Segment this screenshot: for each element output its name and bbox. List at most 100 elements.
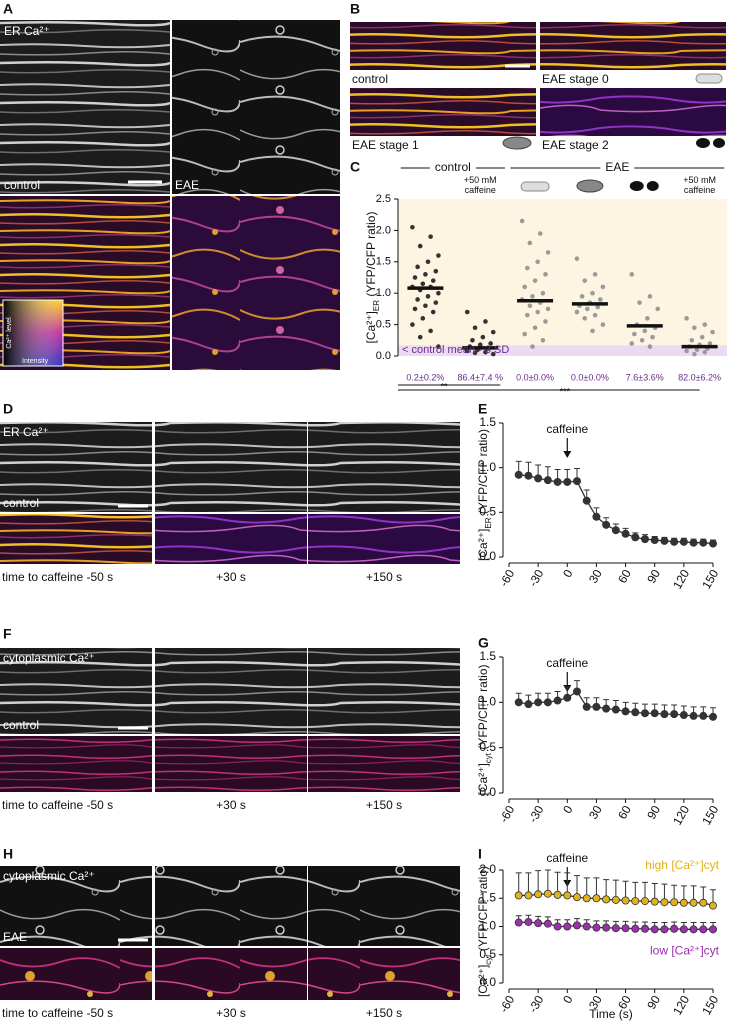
data-point [534,474,543,483]
y-tick-label: 1.0 [479,460,496,474]
data-point [534,698,543,707]
data-point [534,919,543,928]
percentage-label: 0.2±0.2% [406,372,444,382]
data-point [660,898,669,907]
micrograph [308,948,460,1000]
colormap-frame [2,299,64,367]
y-axis-label-part: (YFP/CFP ratio) [364,212,378,300]
data-point [412,275,418,280]
significance-label: ** [441,381,449,391]
y-tick-label: 1.5 [479,649,496,663]
micrograph [155,422,307,512]
micrograph [0,514,152,564]
data-point [670,537,679,546]
micrograph [350,22,536,70]
y-tick-label: 0.0 [479,975,496,989]
stage-icon [696,138,710,148]
data-point [699,925,708,934]
data-point [699,334,705,340]
data-point [582,316,588,321]
data-point [707,341,713,346]
data-point [650,334,655,340]
data-point [480,334,486,340]
tile-label: control [352,72,388,86]
micrograph [308,866,460,946]
data-point [490,351,496,357]
micrograph [172,196,340,370]
data-point [417,334,423,340]
stage-icon [576,179,604,193]
x-tick-label: 150 [699,993,721,1018]
annotation: caffeine [546,851,588,865]
y-tick-label: 2.0 [479,862,496,876]
data-point [650,709,659,718]
x-tick-label: 0 [560,567,576,580]
data-point [488,341,493,346]
y-axis-label: [Ca²⁺]cyt (YFP/CFP ratio) [476,664,492,795]
micrograph [308,648,460,734]
data-point [621,924,630,933]
y-axis-label-part: cyt [484,752,493,763]
y-tick-label: 2.0 [376,224,391,236]
x-tick-label: 30 [586,993,605,1012]
time-label: time to caffeine -50 s [2,1006,113,1020]
data-point [543,272,548,277]
x-tick-label: -30 [526,803,547,825]
data-point [530,344,535,349]
micrograph [540,22,726,70]
data-point [470,338,475,343]
data-point [694,347,700,353]
colormap-label: Ca²⁺ level [6,317,13,349]
annotation: caffeine [546,422,588,436]
data-point [543,919,552,928]
annotation-arrowhead [563,451,572,458]
data-point [592,512,601,521]
category-label: +50 mM caffeine [683,175,716,195]
data-point [563,891,572,900]
data-point [699,711,708,720]
data-point [660,710,669,719]
data-point [592,923,601,932]
micrograph [0,20,170,194]
data-point [425,294,431,299]
data-point [535,259,540,265]
data-point [699,538,708,547]
data-point [621,529,630,538]
data-point [645,316,650,321]
data-point [430,309,436,315]
data-point [436,253,441,258]
data-point [684,316,689,321]
stage-icon [713,138,725,148]
image-label: control [3,496,39,510]
data-point [602,704,611,713]
time-label: +150 s [366,798,402,812]
image-label: cytoplasmic Ca²⁺ [3,651,95,665]
x-axis-label: Time (s) [589,1007,633,1021]
data-point [545,250,551,255]
x-tick-label: 90 [644,993,663,1012]
y-axis-label-part: [Ca²⁺] [364,311,378,343]
data-point [579,294,585,299]
data-point [527,303,533,309]
micrograph [0,736,152,792]
data-point [650,897,659,906]
data-point [573,477,582,486]
y-tick-label: 1.0 [479,919,496,933]
micrograph [155,648,307,734]
data-point [483,319,488,324]
tile-label: EAE stage 1 [352,138,419,152]
data-point [472,325,478,331]
data-point [637,300,642,305]
data-point [692,351,697,357]
micrograph [308,514,460,564]
data-point [573,687,582,696]
data-point [423,272,428,277]
y-tick-label: 0.0 [479,785,496,799]
micrograph [0,422,152,512]
time-label: +30 s [216,1006,246,1020]
data-point [574,256,580,261]
data-point [592,312,598,318]
data-point [490,329,496,335]
y-axis-label-part: ER [484,517,493,528]
